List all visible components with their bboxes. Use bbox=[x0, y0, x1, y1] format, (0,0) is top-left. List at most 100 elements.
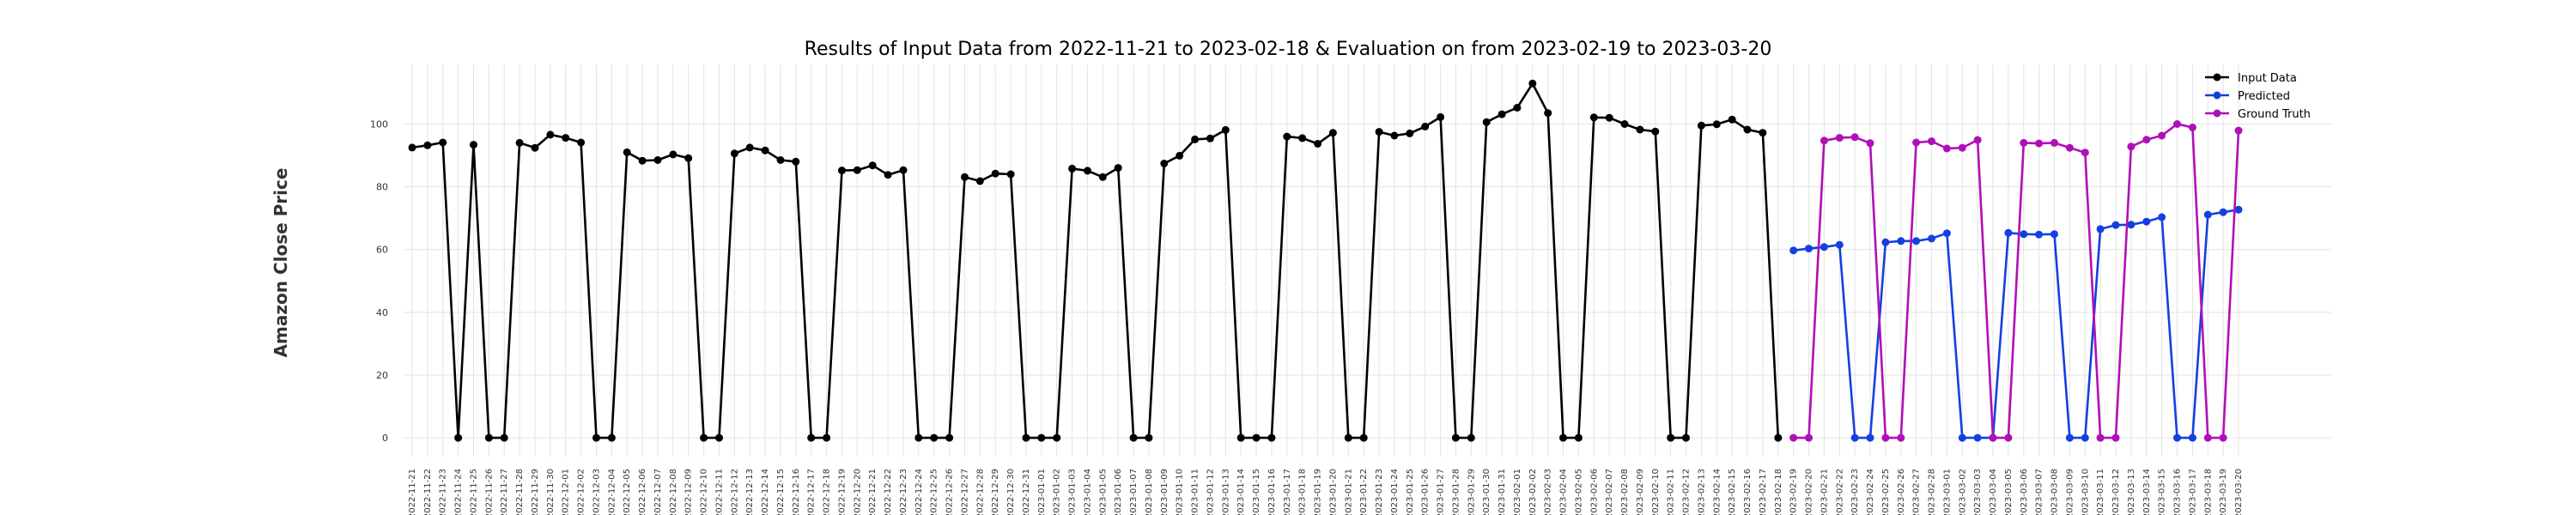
input-data-point bbox=[1728, 115, 1736, 124]
input-data-point bbox=[945, 433, 954, 442]
x-tick-label: 2022-11-25 bbox=[469, 469, 478, 515]
x-tick-label: 2022-12-18 bbox=[823, 469, 832, 515]
x-tick-label: 2023-03-17 bbox=[2188, 469, 2197, 515]
ground-truth-point bbox=[2188, 124, 2196, 131]
x-tick-label: 2023-02-24 bbox=[1866, 469, 1875, 515]
x-tick-label: 2023-01-27 bbox=[1437, 469, 1446, 515]
input-data-point bbox=[1206, 134, 1214, 142]
input-data-point bbox=[1098, 173, 1107, 181]
input-data-point bbox=[546, 130, 555, 139]
x-tick-label: 2023-03-08 bbox=[2050, 469, 2060, 515]
x-tick-label: 2022-11-26 bbox=[484, 469, 494, 515]
input-data-line bbox=[411, 82, 1780, 439]
input-data-point bbox=[991, 169, 999, 178]
x-tick-label: 2023-01-06 bbox=[1114, 469, 1123, 515]
x-tick-label: 2023-03-01 bbox=[1942, 469, 1952, 515]
input-data-point bbox=[730, 149, 738, 158]
y-tick-label: 0 bbox=[382, 433, 388, 444]
x-tick-label: 2023-03-02 bbox=[1958, 469, 1967, 515]
input-data-point bbox=[1559, 433, 1567, 442]
x-tick-label: 2023-02-27 bbox=[1912, 469, 1922, 515]
x-tick-label: 2023-03-16 bbox=[2173, 469, 2183, 515]
ground-truth-point bbox=[1989, 433, 1997, 442]
ground-truth-point bbox=[1789, 433, 1798, 442]
x-tick-label: 2022-11-22 bbox=[423, 469, 433, 515]
x-tick-label: 2023-01-09 bbox=[1160, 469, 1170, 515]
predicted-point bbox=[2096, 225, 2105, 233]
input-data-point bbox=[515, 138, 524, 147]
x-tick-label: 2022-12-21 bbox=[868, 469, 878, 515]
x-tick-label: 2023-01-13 bbox=[1221, 469, 1230, 515]
input-data-point bbox=[562, 134, 570, 142]
x-tick-label: 2023-02-13 bbox=[1697, 469, 1706, 515]
x-tick-label: 2023-02-15 bbox=[1728, 469, 1737, 515]
input-data-point bbox=[1651, 127, 1660, 136]
x-tick-label: 2023-02-23 bbox=[1850, 469, 1860, 515]
x-tick-label: 2022-11-23 bbox=[439, 469, 448, 515]
x-tick-label: 2023-01-14 bbox=[1236, 469, 1246, 515]
x-tick-label: 2023-02-10 bbox=[1651, 469, 1661, 515]
input-data-point bbox=[607, 433, 616, 442]
x-tick-label: 2023-01-29 bbox=[1467, 469, 1476, 515]
x-tick-label: 2022-12-20 bbox=[853, 469, 862, 515]
y-axis-label: Amazon Close Price bbox=[270, 168, 291, 358]
input-data-point bbox=[715, 433, 723, 442]
input-data-point bbox=[1528, 79, 1537, 88]
x-tick-label: 2023-02-26 bbox=[1897, 469, 1906, 515]
x-tick-label: 2023-02-19 bbox=[1789, 469, 1799, 515]
input-data-point bbox=[1314, 140, 1322, 148]
ground-truth-point bbox=[1866, 139, 1874, 148]
predicted-point bbox=[2035, 230, 2044, 239]
input-data-point bbox=[423, 141, 432, 149]
x-tick-label: 2023-02-01 bbox=[1513, 469, 1522, 515]
x-tick-label: 2023-02-12 bbox=[1682, 469, 1692, 515]
input-data-point bbox=[1406, 129, 1414, 137]
ground-truth-point bbox=[1820, 136, 1828, 145]
input-data-point bbox=[1636, 125, 1644, 134]
predicted-point bbox=[1942, 229, 1951, 238]
predicted-point bbox=[1958, 433, 1966, 442]
predicted-line bbox=[1793, 209, 2239, 439]
x-tick-label: 2023-02-17 bbox=[1759, 469, 1768, 515]
x-tick-label: 2022-12-01 bbox=[562, 469, 571, 515]
input-data-point bbox=[1022, 433, 1030, 442]
input-data-point bbox=[1759, 129, 1767, 137]
input-data-point bbox=[1513, 104, 1522, 112]
input-data-point bbox=[500, 433, 508, 442]
x-tick-label: 2023-01-04 bbox=[1083, 469, 1092, 515]
x-tick-label: 2023-02-05 bbox=[1574, 469, 1583, 515]
input-data-point bbox=[914, 433, 923, 442]
ground-truth-point bbox=[1850, 133, 1859, 142]
input-data-point bbox=[1482, 118, 1491, 126]
input-data-point bbox=[1191, 135, 1200, 143]
predicted-point bbox=[2158, 213, 2166, 221]
input-data-point bbox=[807, 433, 816, 442]
input-data-point bbox=[1712, 120, 1721, 129]
x-tick-label: 2023-03-20 bbox=[2234, 469, 2244, 515]
predicted-point bbox=[1912, 237, 1921, 245]
input-data-point bbox=[1236, 433, 1245, 442]
x-tick-label: 2023-01-01 bbox=[1037, 469, 1047, 515]
input-data-point bbox=[853, 166, 861, 174]
ground-truth-point bbox=[2050, 138, 2058, 147]
x-tick-label: 2023-02-22 bbox=[1835, 469, 1844, 515]
y-tick-label: 100 bbox=[370, 118, 388, 130]
x-tick-label: 2022-12-23 bbox=[899, 469, 908, 515]
input-data-point bbox=[1267, 433, 1276, 442]
x-tick-label: 2022-12-16 bbox=[792, 469, 801, 515]
input-data-point bbox=[1068, 164, 1077, 173]
input-data-point bbox=[961, 173, 969, 181]
input-data-point bbox=[1252, 433, 1261, 442]
ground-truth-point bbox=[2203, 433, 2212, 442]
x-tick-label: 2022-12-11 bbox=[714, 469, 724, 515]
input-data-point bbox=[577, 138, 586, 147]
input-data-point bbox=[1574, 433, 1583, 442]
x-tick-label: 2022-12-25 bbox=[930, 469, 939, 515]
input-data-point bbox=[823, 433, 831, 442]
input-data-point bbox=[484, 433, 493, 442]
x-tick-label: 2022-11-27 bbox=[500, 469, 509, 515]
input-data-point bbox=[1774, 433, 1783, 442]
ground-truth-point bbox=[2004, 433, 2013, 442]
predicted-point bbox=[2020, 230, 2028, 239]
